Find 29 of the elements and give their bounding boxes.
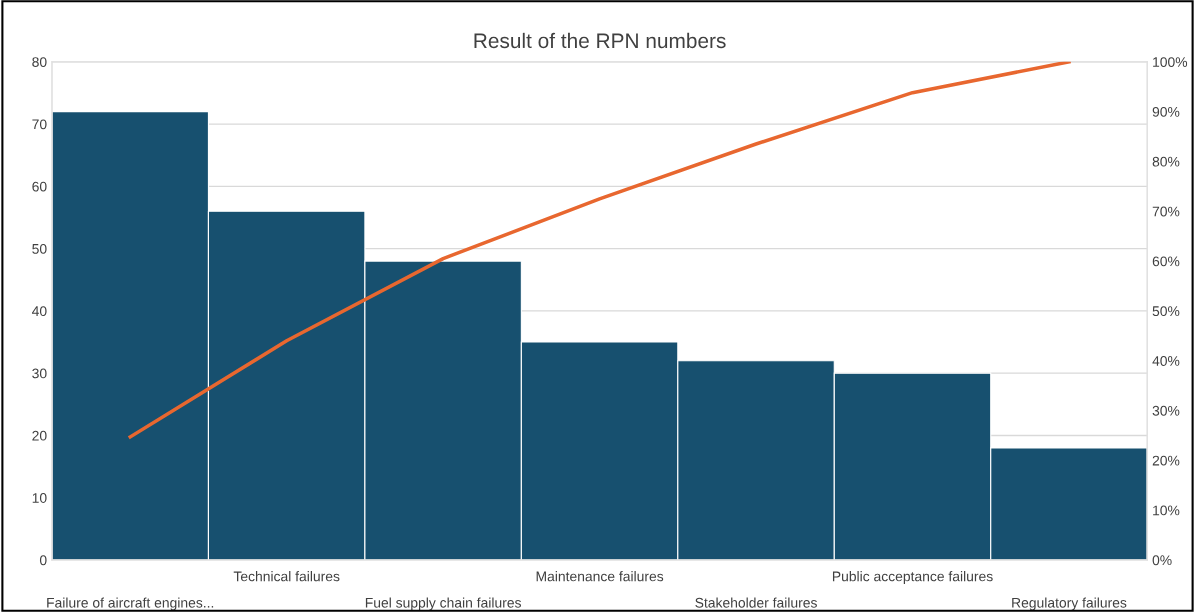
y2-tick-label: 80% (1152, 156, 1180, 167)
y2-tick-label: 70% (1152, 206, 1180, 217)
x-tick-label: Stakeholder failures (695, 597, 817, 608)
y-tick-label: 40 (31, 306, 47, 317)
y2-tick-label: 40% (1152, 356, 1180, 366)
y-tick-label: 80 (32, 57, 47, 67)
y2-tick-label: 60% (1152, 256, 1180, 267)
line-series (128, 61, 1071, 439)
x-tick-label: Technical failures (233, 571, 340, 582)
x-tick-label: Fuel supply chain failures (365, 597, 521, 611)
chart-title: Result of the RPN numbers (474, 32, 726, 49)
y-tick-label: 20 (32, 430, 47, 441)
y-tick-label: 10 (32, 493, 47, 503)
y-tick-label: 70 (32, 119, 47, 130)
y2-tick-label: 10% (1153, 505, 1180, 516)
x-tick-label: Public acceptance failures (832, 571, 993, 585)
y-tick-label: 30 (32, 368, 47, 379)
x-tick-label: Maintenance failures (536, 571, 664, 582)
y2-tick-label: 0% (1152, 555, 1172, 566)
y-tick-label: 50 (32, 243, 47, 254)
y2-tick-label: 50% (1152, 306, 1180, 317)
x-tick-label: Failure of aircraft engines... (47, 597, 214, 611)
y2-tick-label: 30% (1152, 405, 1180, 416)
y2-tick-label: 20% (1152, 455, 1180, 466)
y-tick-label: 0 (39, 555, 47, 566)
y2-tick-label: 100% (1153, 57, 1188, 67)
y2-tick-label: 90% (1152, 106, 1180, 117)
x-tick-label: Regulatory failures (1012, 597, 1127, 611)
y-tick-label: 60 (32, 181, 47, 192)
